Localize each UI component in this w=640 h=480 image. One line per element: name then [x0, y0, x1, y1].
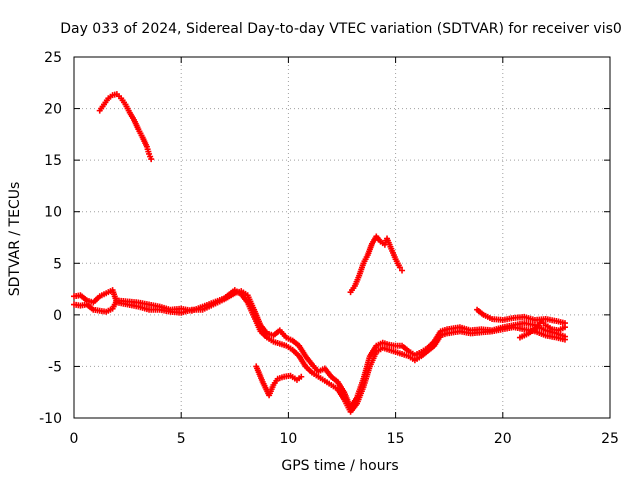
- y-tick-label: 10: [44, 205, 62, 221]
- data-point: [561, 336, 568, 343]
- data-point: [399, 267, 406, 274]
- y-tick-label: 20: [44, 102, 62, 118]
- axes: [73, 56, 611, 419]
- x-axis-label: GPS time / hours: [281, 458, 398, 474]
- y-tick-label: -5: [48, 359, 62, 375]
- x-tick-labels: 0 5 10 15 20 25: [70, 431, 619, 447]
- series-arc-early-high: [96, 91, 155, 163]
- plot-frame: [73, 56, 611, 419]
- y-tick-label: 0: [53, 308, 62, 324]
- y-tick-label: 5: [53, 256, 62, 272]
- series-arc-midday-high: [347, 233, 406, 296]
- y-tick-labels: -10 -5 0 5 10 15 20 25: [39, 50, 62, 427]
- series-main-trace-b: [71, 287, 568, 415]
- series-late-arc: [474, 306, 568, 327]
- data-point: [561, 324, 568, 331]
- data-point: [148, 156, 155, 163]
- x-tick-label: 20: [494, 431, 512, 447]
- x-tick-label: 15: [387, 431, 405, 447]
- x-tick-label: 0: [70, 431, 79, 447]
- y-tick-label: 15: [44, 153, 62, 169]
- gridlines: [74, 57, 610, 418]
- x-tick-label: 25: [601, 431, 619, 447]
- x-tick-label: 5: [177, 431, 186, 447]
- y-axis-label: SDTVAR / TECUs: [7, 182, 23, 297]
- series-arc-dip: [253, 363, 305, 399]
- y-tick-label: 25: [44, 50, 62, 66]
- series-late-branch: [516, 318, 568, 341]
- data-points: [71, 91, 568, 415]
- data-point: [396, 264, 403, 271]
- data-point: [298, 373, 305, 380]
- x-tick-label: 10: [279, 431, 297, 447]
- y-tick-label: -10: [39, 411, 62, 427]
- chart-title: Day 033 of 2024, Sidereal Day-to-day VTE…: [60, 21, 622, 37]
